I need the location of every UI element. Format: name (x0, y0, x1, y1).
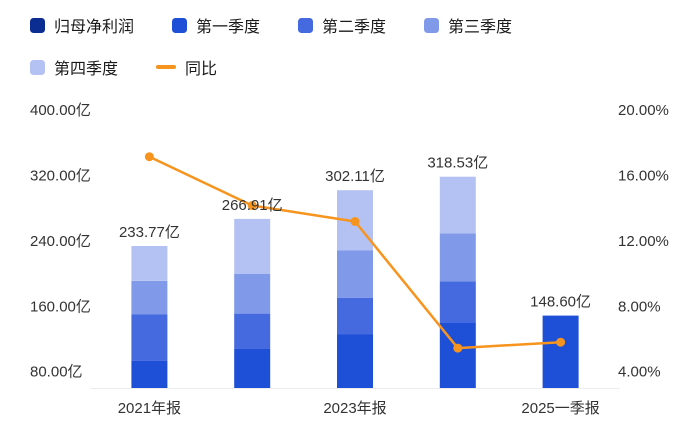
legend-label-q3: 第三季度 (448, 19, 513, 36)
bar-3-segment-q3 (439, 233, 476, 282)
right-axis-tick-0: 4.00% (618, 364, 661, 381)
left-axis-tick-0: 80.00亿 (30, 364, 83, 381)
legend-swatch-q4 (30, 59, 45, 75)
bar-4-segment-q1 (542, 315, 579, 388)
bar-total-label-3: 318.53亿 (427, 155, 488, 172)
bar-1-segment-q4 (234, 218, 271, 274)
bar-3-segment-q4 (439, 176, 476, 234)
legend-swatch-yoy (156, 65, 177, 69)
yoy-point-1 (247, 201, 257, 210)
bar-0-segment-q4 (131, 246, 168, 281)
x-axis-label-2: 2025一季报 (521, 400, 599, 417)
legend-swatch-q2 (298, 17, 314, 33)
left-axis-tick-4: 400.00亿 (30, 102, 91, 119)
bar-total-label-2: 302.11亿 (325, 168, 385, 185)
left-axis-tick-2: 240.00亿 (30, 233, 91, 250)
chart-legend: 归母净利润 第一季度 第二季度 第三季度 第四季度 同比 (30, 13, 512, 79)
bar-2-segment-q1 (337, 334, 373, 388)
yoy-point-4 (556, 337, 566, 347)
bar-total-label-0: 233.77亿 (119, 224, 180, 241)
left-axis-tick-3: 320.00亿 (30, 168, 91, 185)
bar-1-segment-q3 (234, 273, 271, 314)
bar-1-segment-q2 (234, 313, 271, 349)
legend-row-2: 第四季度 同比 (30, 55, 512, 79)
bar-0-segment-q3 (131, 280, 168, 315)
right-axis-tick-3: 16.00% (618, 168, 669, 185)
yoy-point-0 (144, 152, 154, 162)
yoy-point-2 (350, 217, 360, 226)
yoy-point-3 (453, 343, 463, 353)
legend-item-q3[interactable]: 第三季度 (424, 13, 512, 37)
right-axis-tick-1: 8.00% (618, 298, 661, 315)
legend-row-1: 归母净利润 第一季度 第二季度 第三季度 (30, 13, 512, 37)
x-axis-label-0: 2021年报 (118, 400, 181, 417)
x-axis-label-1: 2023年报 (323, 400, 386, 417)
legend-label-yoy: 同比 (185, 61, 218, 78)
right-axis-tick-2: 12.00% (618, 233, 669, 250)
legend-swatch-net-profit (30, 17, 45, 33)
bar-2-segment-q2 (337, 297, 373, 335)
bar-1-segment-q1 (234, 348, 271, 388)
legend-label-q2: 第二季度 (322, 19, 387, 36)
legend-label-q1: 第一季度 (196, 19, 261, 36)
left-axis-tick-1: 160.00亿 (30, 298, 91, 315)
legend-label-q4: 第四季度 (54, 61, 119, 78)
legend-item-q2[interactable]: 第二季度 (298, 13, 386, 37)
legend-swatch-q3 (424, 17, 440, 33)
right-axis-tick-4: 20.00% (618, 102, 669, 119)
bar-0-segment-q2 (131, 314, 168, 361)
legend-label-net-profit: 归母净利润 (54, 19, 135, 36)
legend-item-net-profit[interactable]: 归母净利润 (30, 13, 134, 37)
legend-item-q1[interactable]: 第一季度 (172, 13, 260, 37)
bar-0-segment-q1 (131, 360, 168, 388)
bar-total-label-1: 266.91亿 (222, 197, 283, 214)
bar-3-segment-q2 (439, 281, 476, 323)
legend-item-q4[interactable]: 第四季度 (30, 55, 118, 79)
bar-total-label-4: 148.60亿 (530, 294, 591, 311)
legend-swatch-q1 (172, 17, 188, 33)
legend-item-yoy[interactable]: 同比 (156, 55, 217, 79)
bar-2-segment-q3 (337, 250, 373, 298)
